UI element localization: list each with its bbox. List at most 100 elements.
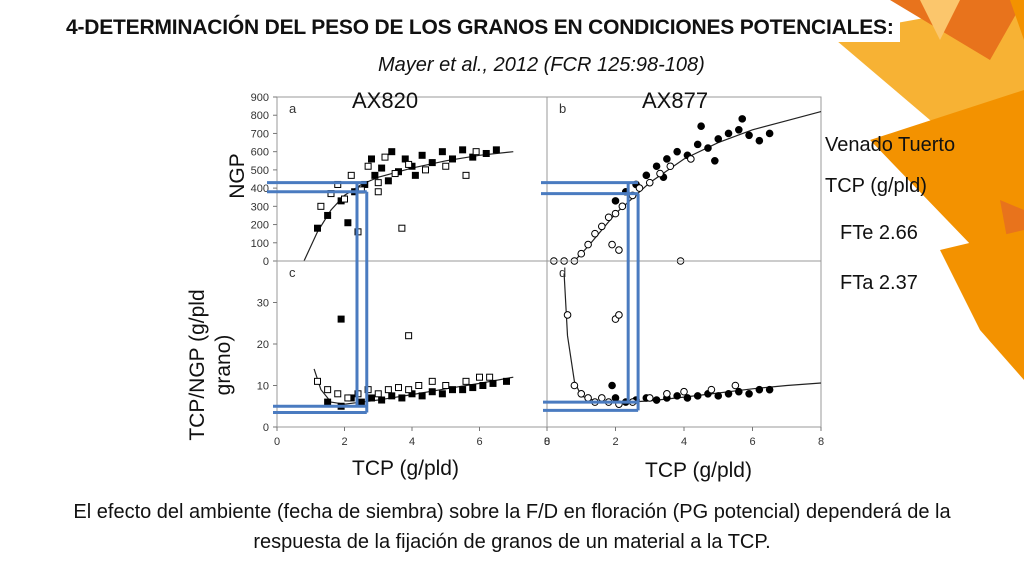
panel-frame-b [546, 96, 822, 262]
data-point-a-open-square [472, 148, 480, 156]
data-point-a-filled-square [324, 211, 332, 219]
data-point-c-filled-square [503, 377, 510, 385]
panel-letter-a: a [289, 101, 297, 116]
data-point-c-filled-square [438, 390, 446, 398]
y-axis-label-top: NGP [226, 153, 249, 199]
data-point-b-filled-circle [755, 136, 764, 145]
x-axis-label-right: TCP (g/pld) [645, 459, 752, 482]
x-tick-label-d: 8 [818, 436, 824, 448]
data-point-d-open-circle [615, 311, 623, 319]
data-point-b-open-circle [577, 249, 586, 258]
data-point-d-open-circle [731, 381, 740, 390]
cultivar-label-a: AX820 [352, 88, 419, 113]
data-point-c-filled-square [479, 382, 487, 389]
data-point-b-filled-circle [693, 140, 702, 149]
data-point-a-filled-square [449, 155, 456, 163]
data-point-a-open-square [422, 166, 429, 174]
y-tick-label-c: 0 [263, 422, 269, 434]
x-tick-label-c: 6 [476, 436, 482, 448]
data-point-d-filled-circle [724, 390, 733, 398]
panel-letter-b: b [559, 101, 566, 116]
data-point-b-filled-circle [652, 162, 661, 171]
y-tick-label-a: 600 [251, 147, 269, 159]
fit-curve-d [563, 273, 822, 404]
data-point-b-filled-circle [611, 197, 620, 205]
site-label: Venado Tuerto [825, 134, 956, 156]
data-point-d-filled-circle [735, 387, 743, 396]
data-point-b-open-circle [608, 240, 616, 249]
y-axis-label-bottom: TCP/NGP (g/pld grano) [185, 265, 235, 465]
fit-curve-b [573, 111, 822, 262]
panel-letter-d: d [559, 265, 566, 280]
data-point-a-filled-square [438, 148, 446, 156]
x-tick-label-c: 2 [341, 436, 347, 448]
y-tick-label-a: 500 [251, 165, 269, 177]
data-point-c-open-square [314, 377, 321, 385]
fte-value: FTe 2.66 [840, 222, 918, 244]
data-point-d-open-circle [707, 385, 716, 394]
data-point-a-filled-square [314, 224, 321, 232]
data-point-c-filled-square [388, 392, 396, 400]
y-tick-label-a: 0 [263, 256, 269, 268]
data-point-d-open-circle [645, 394, 654, 402]
panel-letter-c: c [289, 265, 296, 280]
data-point-c-open-square [374, 390, 382, 398]
data-point-b-open-circle [615, 246, 623, 254]
y-axis-label-bottom-text: TCP/NGP (g/pld grano) [186, 289, 235, 441]
data-point-d-filled-circle [652, 396, 661, 404]
data-point-a-open-square [364, 162, 372, 170]
data-point-b-open-circle [591, 229, 599, 238]
panel-frame-c [276, 260, 548, 428]
data-point-a-filled-square [428, 159, 436, 167]
x-tick-label-c: 0 [274, 436, 280, 448]
data-point-d-open-circle [663, 390, 671, 398]
data-point-a-filled-square [482, 149, 490, 157]
data-point-c-open-square [395, 384, 402, 392]
footer-text: El efecto del ambiente (fecha de siembra… [20, 497, 1004, 557]
data-point-c-open-square [334, 390, 342, 398]
y-tick-label-a: 300 [251, 201, 269, 213]
y-tick-label-c: 30 [257, 298, 269, 310]
data-point-a-open-square [391, 170, 399, 178]
data-point-c-open-square [486, 373, 494, 381]
data-point-a-open-square [374, 188, 382, 196]
data-point-c-open-square [415, 382, 423, 389]
data-point-b-open-circle [687, 155, 695, 163]
data-point-c-filled-square [418, 392, 426, 400]
data-point-b-open-circle [611, 209, 620, 218]
y-tick-label-a: 200 [251, 220, 269, 232]
x-tick-label-d: 6 [749, 436, 755, 448]
data-point-c-filled-square [398, 394, 406, 402]
data-point-c-filled-square [337, 315, 345, 323]
data-point-b-filled-circle [735, 126, 743, 134]
data-point-b-filled-circle [642, 171, 651, 180]
data-point-a-open-square [462, 171, 470, 179]
data-point-a-filled-square [418, 151, 426, 159]
data-point-b-filled-circle [704, 144, 712, 152]
data-point-a-open-square [347, 171, 355, 179]
data-point-b-open-circle [635, 184, 644, 192]
data-point-c-filled-square [469, 384, 477, 392]
data-point-c-filled-square [449, 386, 456, 394]
data-point-a-open-square [341, 195, 348, 203]
data-point-c-filled-square [368, 394, 375, 402]
data-point-b-filled-circle [711, 156, 719, 165]
x-tick-label-d: 4 [681, 436, 687, 448]
data-point-d-filled-circle [693, 392, 702, 400]
data-point-d-filled-circle [714, 392, 723, 400]
y-tick-label-a: 400 [251, 183, 269, 195]
data-point-a-filled-square [411, 171, 419, 179]
data-point-a-open-square [405, 160, 413, 168]
data-point-a-filled-square [368, 155, 375, 163]
footer-line-2: respuesta de la fijación de granos de un… [253, 531, 771, 553]
data-point-b-filled-circle [673, 147, 681, 156]
data-point-b-open-circle [656, 169, 664, 178]
data-point-a-open-square [442, 162, 450, 170]
data-point-d-filled-circle [608, 381, 616, 390]
data-point-c-open-square [405, 332, 413, 340]
data-point-c-filled-square [357, 398, 365, 406]
data-point-c-filled-square [324, 398, 332, 406]
data-point-b-open-circle [645, 178, 654, 187]
data-point-b-filled-circle [724, 129, 733, 138]
